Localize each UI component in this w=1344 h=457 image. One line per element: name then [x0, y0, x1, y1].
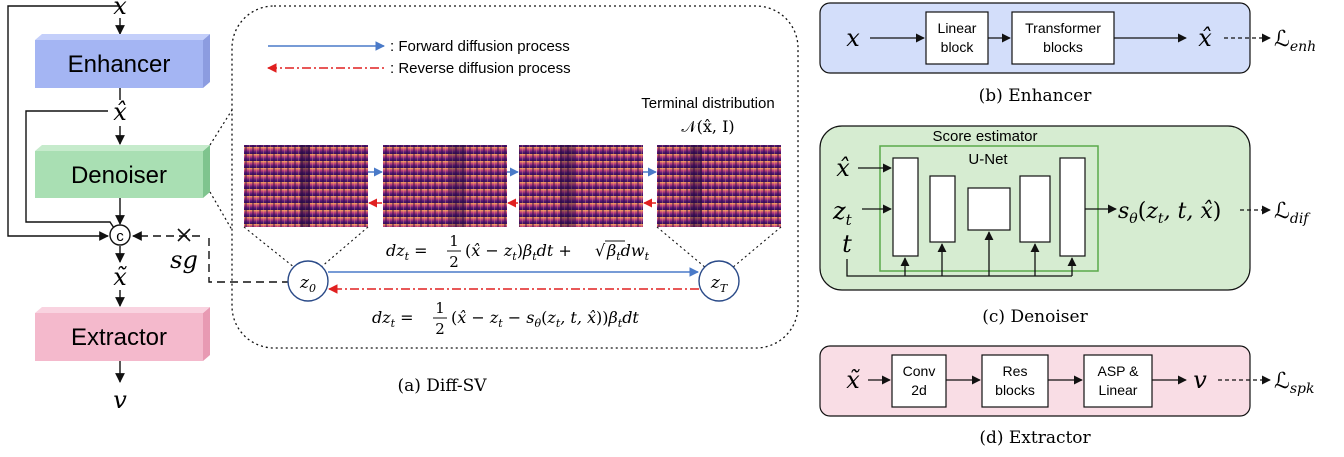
- unet-block-4: [1019, 175, 1051, 243]
- extractor-block: Extractor: [35, 307, 210, 361]
- svg-text:(x̂ − zt)βtdt +: (x̂ − zt)βtdt +: [465, 241, 572, 263]
- left-pipeline: x Enhancer x̂ Denoiser c: [7, 0, 290, 414]
- enhancer-block: Enhancer: [35, 34, 210, 88]
- ext-res-block: [981, 354, 1049, 408]
- extractor-label: Extractor: [71, 324, 167, 351]
- denoiser-label: Denoiser: [71, 162, 167, 189]
- ext-block3-line1: ASP &: [1098, 363, 1140, 379]
- svg-text:2: 2: [449, 253, 459, 271]
- ext-block1-line2: 2d: [911, 382, 927, 398]
- unet-block-3: [967, 187, 1011, 231]
- unet-block-2: [929, 175, 956, 243]
- ext-block2-line2: blocks: [995, 382, 1035, 398]
- svg-text:1: 1: [449, 232, 459, 250]
- enh-loss: ℒenh: [1274, 27, 1316, 55]
- ext-block1-line1: Conv: [903, 363, 936, 379]
- enhancer-caption: (b) Enhancer: [979, 86, 1093, 106]
- enh-input: x: [846, 24, 860, 52]
- unet-block-1: [892, 157, 919, 257]
- svg-text:2: 2: [435, 320, 445, 338]
- svg-text:(x̂ − zt − sθ(zt, t, x̂))βtdt: (x̂ − zt − sθ(zt, t, x̂))βtdt: [451, 308, 639, 330]
- enh-block2-line1: Transformer: [1025, 20, 1101, 36]
- ext-loss: ℒspk: [1274, 369, 1315, 397]
- spectrogram-2: [383, 145, 507, 227]
- ext-block3-line2: Linear: [1099, 382, 1138, 398]
- legend-forward-label: : Forward diffusion process: [390, 38, 570, 55]
- enh-output: x̂: [1198, 24, 1212, 52]
- ext-input: x̃: [846, 366, 860, 394]
- left-input-label: x: [113, 0, 127, 20]
- svg-text:dzt =: dzt =: [386, 241, 428, 263]
- concat-label: c: [116, 228, 124, 245]
- left-xtilde-label: x̃: [113, 263, 127, 291]
- ext-asp-block: [1083, 354, 1153, 408]
- unet-label: U-Net: [968, 151, 1008, 168]
- ext-conv-block: [891, 354, 947, 408]
- ext-block2-line1: Res: [1003, 363, 1028, 379]
- sg-cross-icon: [177, 228, 191, 242]
- spectrogram-4: [657, 145, 781, 227]
- spectrogram-3: [519, 145, 643, 227]
- svg-text:dzt =: dzt =: [372, 308, 414, 330]
- svg-text:βtdwt: βtdwt: [606, 241, 650, 263]
- terminal-dist: 𝒩(x̂, I): [681, 117, 734, 136]
- extractor-panel: x̃ Conv 2d Res blocks ASP & Linear v ℒsp…: [819, 345, 1315, 448]
- reverse-equation: dzt = 1 2 (x̂ − zt − sθ(zt, t, x̂))βtdt: [372, 299, 639, 338]
- den-in-xhat: x̂: [836, 154, 850, 182]
- zT-node: zT: [698, 260, 740, 302]
- enhancer-panel: x Linear block Transformer blocks x̂ ℒen…: [819, 2, 1316, 106]
- den-in-t: t: [842, 230, 852, 258]
- spectrogram-1: [244, 145, 368, 227]
- denoiser-panel: Score estimator U-Net x̂ zt t sθ(zt, t, …: [819, 125, 1311, 327]
- svg-text:√: √: [595, 241, 606, 260]
- terminal-label: Terminal distribution: [641, 95, 774, 112]
- score-estimator-label: Score estimator: [932, 128, 1037, 145]
- unet-block-5: [1059, 157, 1086, 257]
- svg-text:1: 1: [435, 299, 445, 317]
- legend-reverse-label: : Reverse diffusion process: [390, 60, 571, 77]
- enhancer-label: Enhancer: [68, 51, 171, 78]
- ext-output: v: [1193, 366, 1207, 394]
- sg-label: sg: [170, 246, 198, 274]
- enh-block2-line2: blocks: [1043, 39, 1083, 55]
- left-output-label: v: [113, 386, 127, 414]
- enh-block1-line1: Linear: [938, 20, 977, 36]
- z0-node: z0: [287, 260, 329, 302]
- diff-sv-panel: : Forward diffusion process : Reverse di…: [209, 5, 799, 396]
- enh-linear-block: [925, 11, 989, 65]
- concat-node: c: [109, 224, 131, 246]
- forward-equation: dzt = 1 2 (x̂ − zt)βtdt + √ βtdwt: [386, 232, 650, 271]
- diff-caption: (a) Diff-SV: [397, 376, 487, 396]
- enh-block1-line2: block: [941, 39, 975, 55]
- left-xhat-label: x̂: [113, 98, 127, 126]
- den-loss: ℒdif: [1274, 199, 1311, 227]
- extractor-caption: (d) Extractor: [979, 428, 1091, 448]
- denoiser-block: Denoiser: [35, 145, 210, 198]
- enh-transformer-block: [1011, 11, 1115, 65]
- denoiser-caption: (c) Denoiser: [982, 307, 1088, 327]
